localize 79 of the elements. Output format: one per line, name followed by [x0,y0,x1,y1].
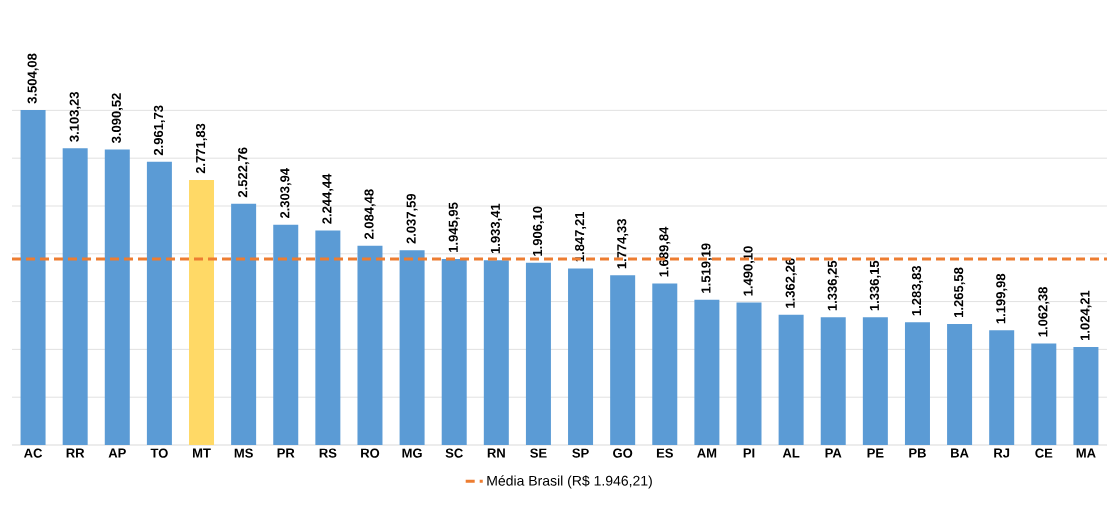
bar [441,258,467,445]
bar [989,330,1015,445]
bar [568,268,594,445]
x-tick-label: RN [487,448,505,458]
bar [736,302,762,445]
bar [1031,343,1057,445]
x-tick-label: AM [697,448,717,458]
bar [483,260,509,445]
data-label: 1.336,15 [869,260,881,311]
x-tick-label: TO [150,448,168,458]
data-label: 3.103,23 [69,91,81,142]
bar [904,322,930,445]
bar [146,161,172,445]
data-label: 1.774,33 [617,219,629,269]
bar [862,317,888,445]
data-label: 1.024,21 [1080,290,1092,341]
x-tick-label: AC [24,448,43,458]
data-label: 2.037,59 [406,193,418,244]
data-label: 1.362,26 [785,258,797,308]
data-label: 1.490,10 [743,246,755,296]
data-label: 1.519,19 [701,243,713,293]
x-tick-label: AL [782,448,800,458]
x-tick-label: MG [402,448,422,458]
x-tick-label: PE [867,448,884,458]
bar [820,317,846,445]
x-tick-label: AP [108,448,126,458]
bar [652,283,678,445]
x-tick-label: SE [530,448,547,458]
bar [610,275,636,445]
data-label: 1.283,83 [911,265,923,316]
data-label: 2.084,48 [364,189,376,240]
data-label: 3.504,08 [27,53,39,104]
bar [315,230,341,445]
x-tick-label: BA [951,448,969,458]
data-label: 1.933,41 [490,203,502,254]
data-label: 1.945,95 [448,202,460,252]
x-tick-label: RS [319,448,337,458]
bar [778,314,804,445]
data-label: 3.090,52 [111,93,123,144]
bar [231,203,257,445]
x-tick-label: PR [277,448,295,458]
x-tick-label: PB [909,448,926,458]
x-tick-label: SP [572,448,589,458]
x-tick-label: PA [825,448,842,458]
bar [1073,347,1099,445]
x-tick-label: GO [613,448,633,458]
data-label: 2.303,94 [280,168,292,219]
data-label: 2.961,73 [153,105,165,156]
bar [947,324,973,445]
data-label: 1.199,98 [996,273,1008,324]
bar [694,299,720,445]
bar [189,180,215,445]
bar [357,245,383,445]
bar [525,262,551,445]
bar [273,224,299,445]
data-label: 2.244,44 [322,173,334,224]
x-tick-label: RO [361,448,380,458]
x-tick-label: RJ [994,448,1010,458]
data-label: 1.265,58 [954,267,966,317]
bar [399,250,425,445]
x-tick-label: RR [66,448,85,458]
bar [104,149,130,445]
data-label: 1.906,10 [532,206,544,256]
x-tick-label: MT [192,448,211,458]
bar [62,148,88,445]
x-tick-label: MS [234,448,253,458]
data-label: 2.771,83 [195,123,208,174]
data-label: 1.336,25 [827,260,839,311]
data-label: 1.847,21 [575,211,587,262]
x-tick-label: MA [1076,448,1096,458]
legend-label: Média Brasil (R$ 1.946,21) [487,475,652,489]
x-tick-label: CE [1035,448,1053,458]
x-tick-label: ES [656,448,673,458]
data-label: 1.062,38 [1038,287,1050,337]
bar [20,110,46,445]
x-tick-label: SC [445,448,463,458]
data-label: 1.689,84 [659,226,671,277]
x-tick-label: PI [743,448,755,458]
data-label: 2.522,76 [238,147,250,198]
